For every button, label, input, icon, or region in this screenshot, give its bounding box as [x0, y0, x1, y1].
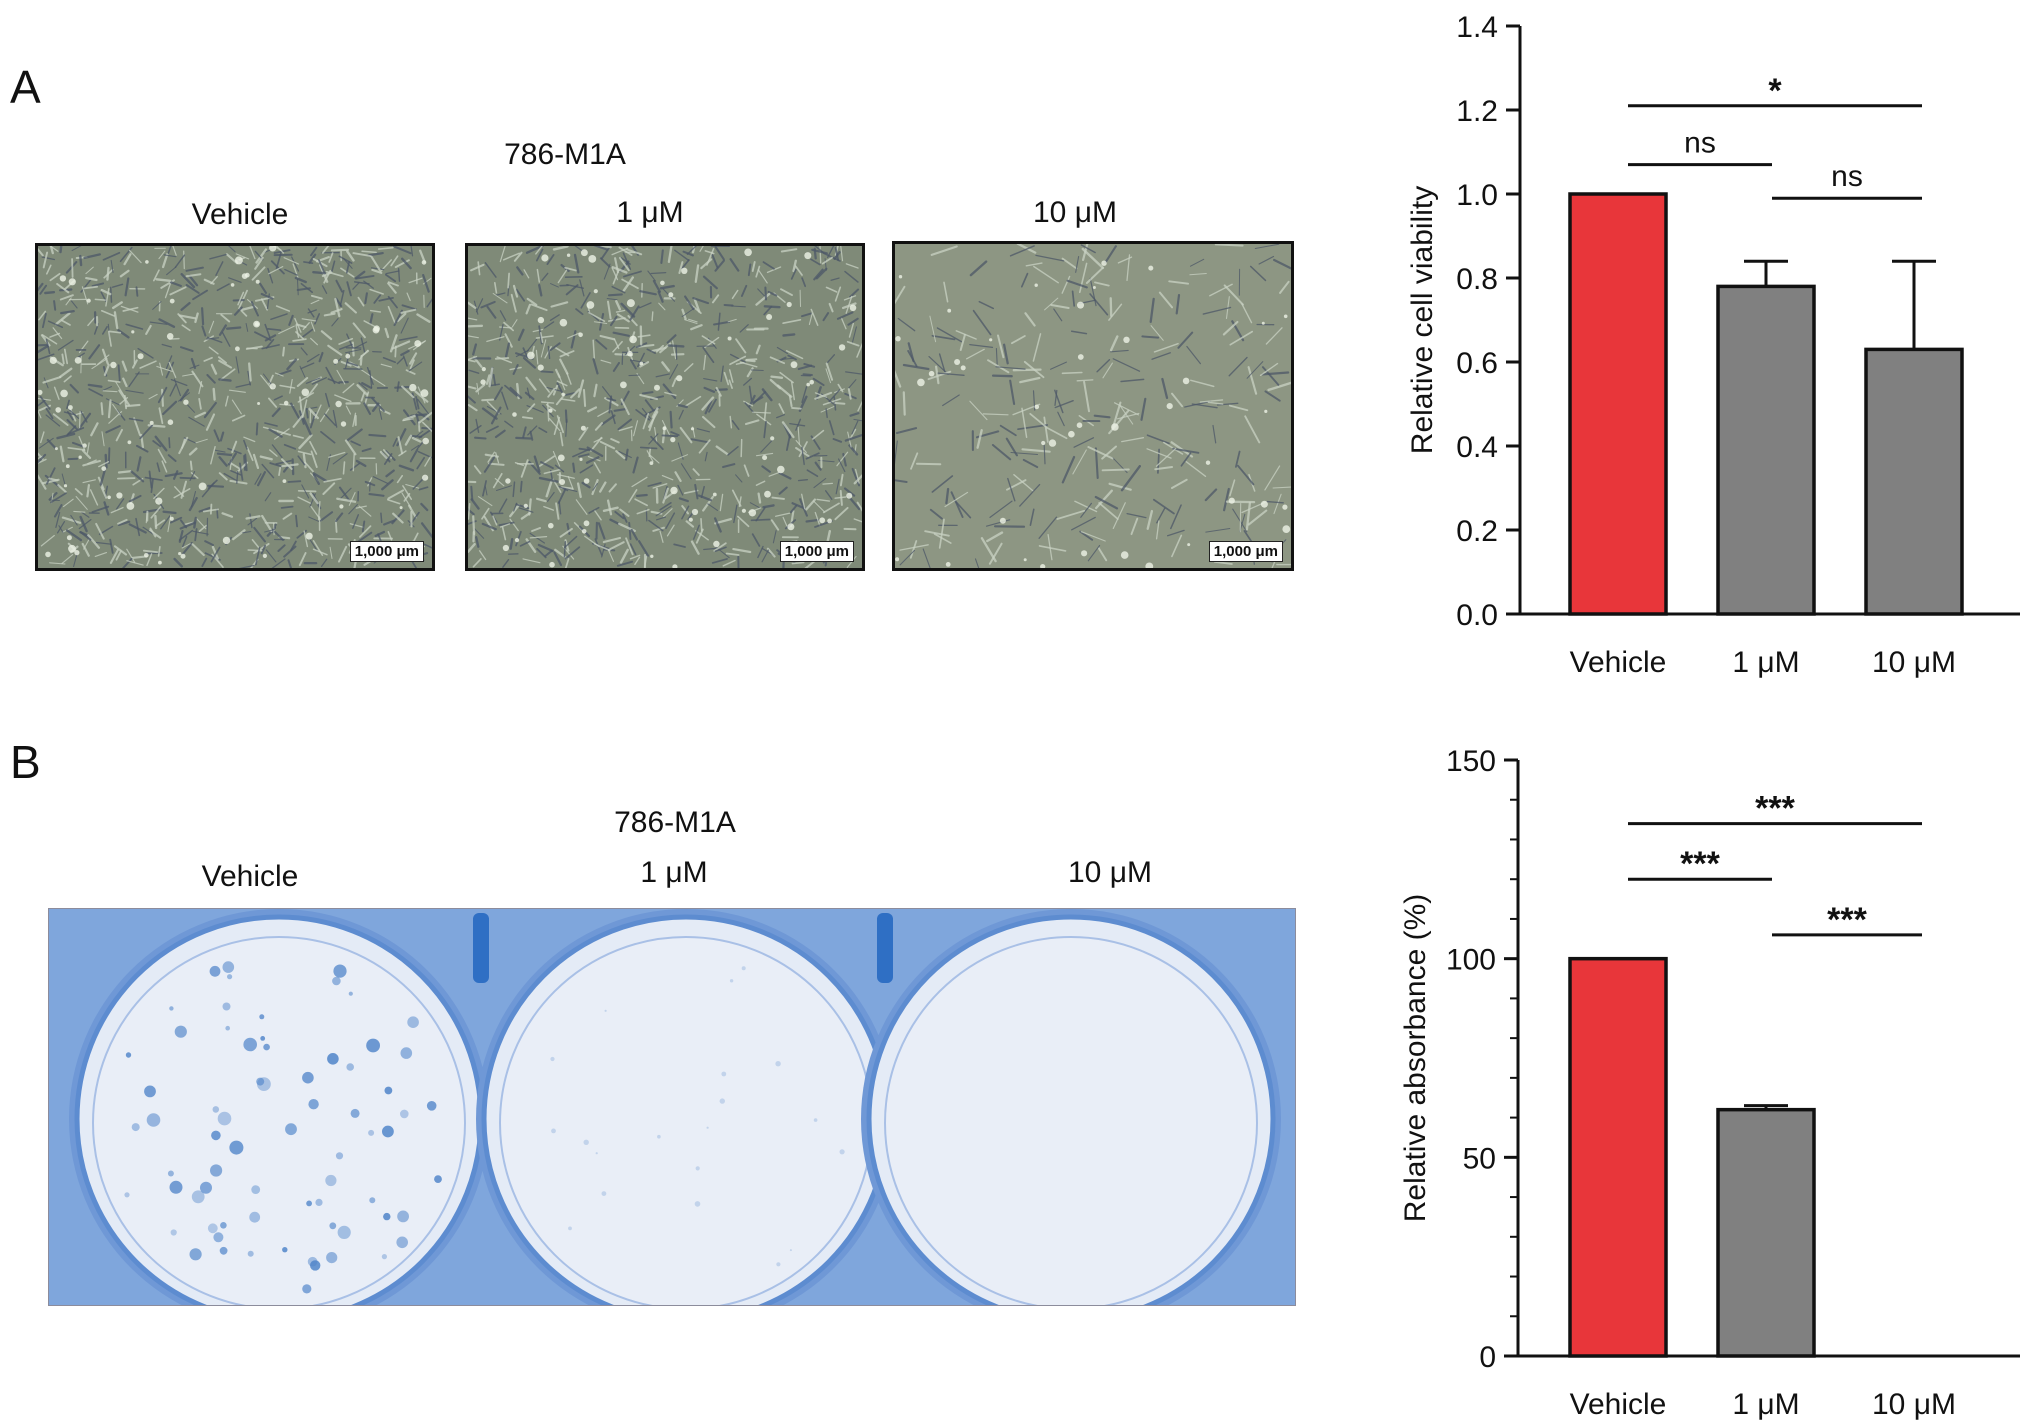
panel-a-label-vehicle: Vehicle [191, 198, 289, 231]
colony-plate-image [48, 908, 1296, 1306]
chart-a-y-axis-label: Relative cell viability [1406, 186, 1439, 454]
chart-a-y-tick-label: 0.2 [1456, 515, 1498, 548]
chart-a-bar-1 [1716, 284, 1816, 616]
chart-b-x-tick-label-2: 10 μM [1872, 1388, 1956, 1421]
panel-b-cell-line-title: 786-M1A [614, 806, 736, 839]
chart-a-cell-viability: 0.0 0.2 0.4 0.6 0.8 1.0 1.2 1.4 Relative cell vi… [1406, 11, 2020, 679]
well-0 [69, 909, 489, 1305]
chart-b-significance-label-2: *** [1755, 790, 1795, 828]
scale-bar-10um: 1,000 μm [1208, 541, 1283, 562]
chart-a-y-tick-label: 0.4 [1456, 431, 1498, 464]
plate-tab-1 [877, 913, 893, 983]
well-1 [476, 909, 896, 1305]
panel-b-label-10um: 10 μM [1068, 856, 1152, 889]
chart-a-x-tick-label-1: 1 μM [1732, 646, 1799, 679]
chart-a-y-tick-label: 0.0 [1456, 599, 1498, 632]
chart-b-significance-label-0: *** [1680, 845, 1720, 883]
chart-a-x-tick-label-0: Vehicle [1570, 646, 1667, 679]
chart-a-x-tick-label-2: 10 μM [1872, 646, 1956, 679]
chart-a-y-tick-label: 1.2 [1456, 95, 1498, 128]
chart-b-bar-1 [1716, 1107, 1816, 1358]
micrograph-cells [38, 246, 432, 568]
panel-b-letter: B [10, 736, 41, 788]
panel-a-cell-line-title: 786-M1A [504, 138, 626, 171]
chart-a-significance-label-1: ns [1831, 160, 1863, 193]
chart-b-x-tick-label-0: Vehicle [1570, 1388, 1667, 1421]
micrograph-cells [468, 246, 862, 568]
micrograph-1um: 1,000 μm [465, 243, 865, 571]
chart-a-y-tick-label: 1.0 [1456, 179, 1498, 212]
micrograph-cells [895, 244, 1291, 568]
chart-b-bar-0 [1568, 956, 1668, 1358]
chart-a-significance-label-2: * [1768, 72, 1782, 110]
chart-b-y-axis-label: Relative absorbance (%) [1399, 894, 1432, 1223]
chart-a-bar-0 [1568, 192, 1668, 616]
chart-b-x-tick-label-1: 1 μM [1732, 1388, 1799, 1421]
chart-a-bar-2 [1864, 347, 1964, 616]
plate-tab-0 [473, 913, 489, 983]
panel-a-label-1um: 1 μM [616, 196, 684, 229]
micrograph-10um: 1,000 μm [892, 241, 1294, 571]
scale-bar-vehicle: 1,000 μm [349, 541, 424, 562]
micrograph-vehicle: 1,000 μm [35, 243, 435, 571]
micrograph-background [38, 246, 432, 568]
panel-a-label-10um: 10 μM [1033, 196, 1117, 229]
chart-b-y-tick-label: 50 [1463, 1142, 1496, 1175]
panel-a-letter: A [10, 61, 41, 113]
chart-b-y-tick-label: 150 [1446, 745, 1496, 778]
micrograph-background [468, 246, 862, 568]
chart-b-significance-label-1: *** [1827, 901, 1867, 939]
panel-b-label-1um: 1 μM [640, 856, 708, 889]
chart-a-y-tick-label: 0.6 [1456, 347, 1498, 380]
chart-a-y-tick-label: 0.8 [1456, 263, 1498, 296]
chart-a-y-tick-label: 1.4 [1456, 11, 1498, 44]
chart-b-y-tick-label: 100 [1446, 944, 1496, 977]
chart-a-significance-label-0: ns [1684, 127, 1716, 160]
well-2 [861, 909, 1281, 1305]
chart-b-y-tick-label: 0 [1479, 1341, 1496, 1374]
chart-b-relative-absorbance: 0 50 100 150 Relative absorbance (%) Vehicle 1… [1399, 745, 2020, 1421]
panel-b-label-vehicle: Vehicle [201, 860, 299, 893]
scale-bar-1um: 1,000 μm [779, 541, 854, 562]
